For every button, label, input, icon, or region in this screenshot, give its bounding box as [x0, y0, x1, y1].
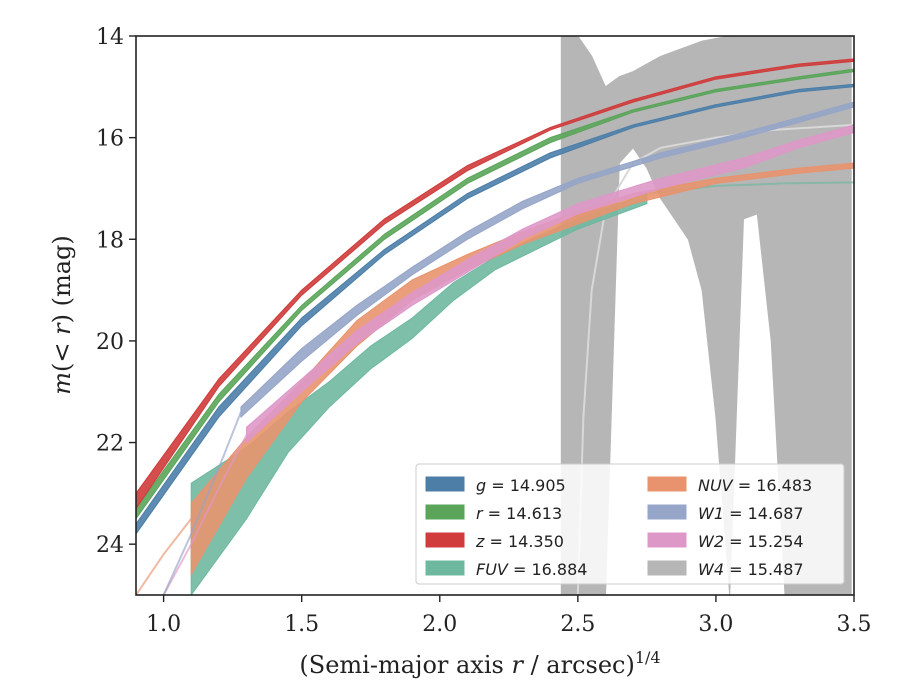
- legend-swatch-z: [425, 532, 465, 548]
- band-g: [136, 83, 854, 535]
- legend-entry-w2: W2 = 15.254: [698, 532, 804, 551]
- band-r: [136, 68, 854, 520]
- y-tick-label: 14: [96, 25, 124, 50]
- y-tick-label: 18: [96, 228, 124, 253]
- legend: g = 14.905 r = 14.613 z = 14.350 FUV = 16.8…: [415, 463, 845, 585]
- y-axis-label: m(< r) (mag): [48, 235, 76, 395]
- x-tick-label: 2.5: [560, 612, 595, 637]
- y-tick-label: 16: [96, 127, 124, 152]
- legend-entry-r: r = 14.613: [476, 504, 562, 523]
- legend-swatch-w1: [647, 504, 687, 520]
- fit-line-w1: [162, 411, 242, 595]
- x-tick-label: 1.0: [146, 612, 181, 637]
- legend-entry-fuv: FUV = 16.884: [476, 560, 587, 579]
- x-tick-label: 1.5: [284, 612, 319, 637]
- legend-entry-w4: W4 = 15.487: [698, 560, 804, 579]
- x-tick-label: 2.0: [422, 612, 457, 637]
- x-axis-label: (Semi-major axis r / arcsec)1/4: [299, 648, 660, 679]
- data-layer: [136, 36, 854, 595]
- y-tick-label: 20: [96, 330, 124, 355]
- legend-entry-w1: W1 = 14.687: [698, 504, 804, 523]
- legend-swatch-g: [425, 476, 465, 492]
- band-w2: [246, 124, 854, 444]
- x-tick-label: 3.0: [698, 612, 733, 637]
- band-z: [136, 58, 854, 510]
- x-tick-label: 3.5: [837, 612, 872, 637]
- legend-box: [415, 463, 845, 585]
- x-axis: 1.0 1.5 2.0 2.5 3.0 3.5: [146, 595, 872, 637]
- y-tick-label: 24: [96, 533, 124, 558]
- y-axis: 14 16 18 20 22 24: [96, 25, 136, 558]
- legend-swatch-r: [425, 504, 465, 520]
- legend-swatch-w2: [647, 532, 687, 548]
- legend-entry-g: g = 14.905: [476, 476, 566, 495]
- legend-swatch-fuv: [425, 560, 465, 576]
- fit-line-nuv: [136, 518, 192, 595]
- legend-entry-z: z = 14.350: [475, 532, 564, 551]
- band-w1: [240, 101, 854, 419]
- legend-entry-nuv: NUV = 16.483: [698, 476, 812, 495]
- plot-frame: [135, 35, 855, 596]
- legend-swatch-nuv: [647, 476, 687, 492]
- band-fuv: [190, 192, 648, 595]
- fit-line-w2: [162, 434, 248, 595]
- legend-swatch-w4: [647, 560, 687, 576]
- y-tick-label: 22: [96, 432, 124, 457]
